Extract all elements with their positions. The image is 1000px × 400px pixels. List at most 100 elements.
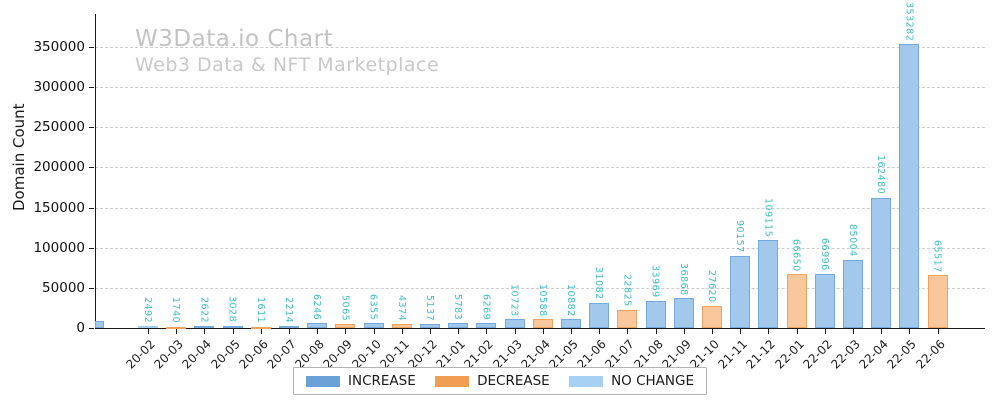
bar-value-label: 27620 xyxy=(706,270,717,303)
bar-20-03 xyxy=(166,326,187,329)
bar-value-label: 353282 xyxy=(903,2,915,42)
y-tick-label: 200000 xyxy=(33,159,85,176)
x-axis-line xyxy=(95,328,985,329)
x-tick xyxy=(373,329,375,334)
y-tick-label: 250000 xyxy=(33,119,85,136)
x-tick xyxy=(768,329,770,334)
y-axis-line xyxy=(95,14,96,328)
bar-value-label: 33969 xyxy=(649,265,661,298)
y-tick xyxy=(89,328,94,329)
legend-item-nochange: NO CHANGE xyxy=(569,373,694,389)
bar-21-01 xyxy=(448,323,469,328)
x-tick xyxy=(824,329,826,334)
x-tick xyxy=(458,329,460,334)
bar-21-12 xyxy=(758,240,779,328)
bar-21-10 xyxy=(702,305,722,328)
legend-item-decrease: DECREASE xyxy=(435,373,550,389)
x-tick xyxy=(683,329,685,334)
gridline xyxy=(95,167,985,169)
y-tick-label: 300000 xyxy=(33,79,85,96)
bar-21-07 xyxy=(617,309,638,328)
gridline xyxy=(95,287,985,289)
bar-21-04 xyxy=(532,319,553,328)
y-tick-label: 100000 xyxy=(33,239,85,256)
x-tick xyxy=(148,329,149,334)
bar-21-05 xyxy=(561,319,581,328)
nochange-swatch-icon xyxy=(569,375,604,387)
increase-swatch-icon xyxy=(306,375,340,387)
bar-20-08 xyxy=(307,322,328,328)
x-tick xyxy=(712,329,713,334)
bar-22-02 xyxy=(814,274,835,328)
bar-value-label: 31082 xyxy=(593,267,605,301)
bar-value-label: 85004 xyxy=(847,224,858,257)
bar-22-01 xyxy=(786,274,807,328)
bar-value-label: 162480 xyxy=(875,155,887,195)
y-tick xyxy=(89,167,94,169)
bar-value-label: 6246 xyxy=(311,293,323,320)
chart-subtitle: Web3 Data & NFT Marketplace xyxy=(135,54,440,76)
bar-value-label: 5065 xyxy=(339,294,351,321)
x-tick xyxy=(909,329,911,334)
x-tick xyxy=(655,329,657,334)
gridline xyxy=(95,87,985,89)
bar-21-06 xyxy=(589,303,610,328)
bar-20-11 xyxy=(391,324,412,328)
bar-value-label: 90157 xyxy=(734,219,746,253)
x-tick xyxy=(514,329,516,334)
bar-value-label: 65517 xyxy=(931,239,943,273)
x-tick xyxy=(740,329,742,334)
x-tick xyxy=(881,329,883,334)
bar-value-label: 1611 xyxy=(254,297,266,324)
bar-22-03 xyxy=(843,259,863,328)
y-tick-label: 350000 xyxy=(33,39,85,55)
bar-22-04 xyxy=(871,197,892,328)
y-tick xyxy=(89,207,94,209)
bar-value-label: 6269 xyxy=(480,293,492,320)
x-tick xyxy=(542,329,544,334)
bar-22-05 xyxy=(899,44,920,328)
bar-value-label: 66650 xyxy=(790,238,802,272)
bar-value-label: 4374 xyxy=(395,295,407,322)
chart-title: W3Data.io Chart xyxy=(135,26,334,52)
x-tick xyxy=(853,329,854,334)
bar-value-label: 2214 xyxy=(283,297,294,324)
bar-20-09 xyxy=(335,323,356,328)
x-tick xyxy=(289,329,290,334)
bar-21-09 xyxy=(673,298,694,328)
y-tick xyxy=(89,47,94,48)
x-tick xyxy=(599,329,601,334)
bar-value-label: 2492 xyxy=(142,296,153,323)
bar-20-06 xyxy=(250,326,271,329)
bar-value-label: 66996 xyxy=(818,238,830,272)
bar-value-label: 6355 xyxy=(367,293,379,320)
bar-value-label: 22825 xyxy=(621,273,633,307)
bar-21-03 xyxy=(504,319,525,328)
bar-20-12 xyxy=(420,323,440,328)
x-tick xyxy=(260,329,262,334)
y-tick xyxy=(89,87,94,89)
gridline xyxy=(95,47,985,48)
bar-20-02 xyxy=(138,325,158,328)
y-tick xyxy=(89,127,94,129)
bar-value-label: 1740 xyxy=(170,297,182,324)
x-tick xyxy=(232,329,234,334)
bar-21-08 xyxy=(645,300,666,328)
legend-item-increase: INCREASE xyxy=(306,373,416,389)
gridline xyxy=(95,207,985,209)
x-tick xyxy=(401,329,403,334)
x-tick xyxy=(430,329,431,334)
y-tick-label: 150000 xyxy=(33,199,85,216)
x-tick xyxy=(937,329,939,334)
y-tick xyxy=(89,287,94,289)
decrease-swatch-icon xyxy=(435,375,470,387)
gridline xyxy=(95,127,985,129)
bar-value-label: 10723 xyxy=(508,283,520,317)
x-tick xyxy=(345,329,347,334)
bar-value-label: 109115 xyxy=(762,198,774,238)
legend: INCREASE DECREASE NO CHANGE xyxy=(293,367,707,395)
x-tick xyxy=(486,329,488,334)
legend-label: NO CHANGE xyxy=(611,373,694,389)
x-tick xyxy=(571,329,572,334)
